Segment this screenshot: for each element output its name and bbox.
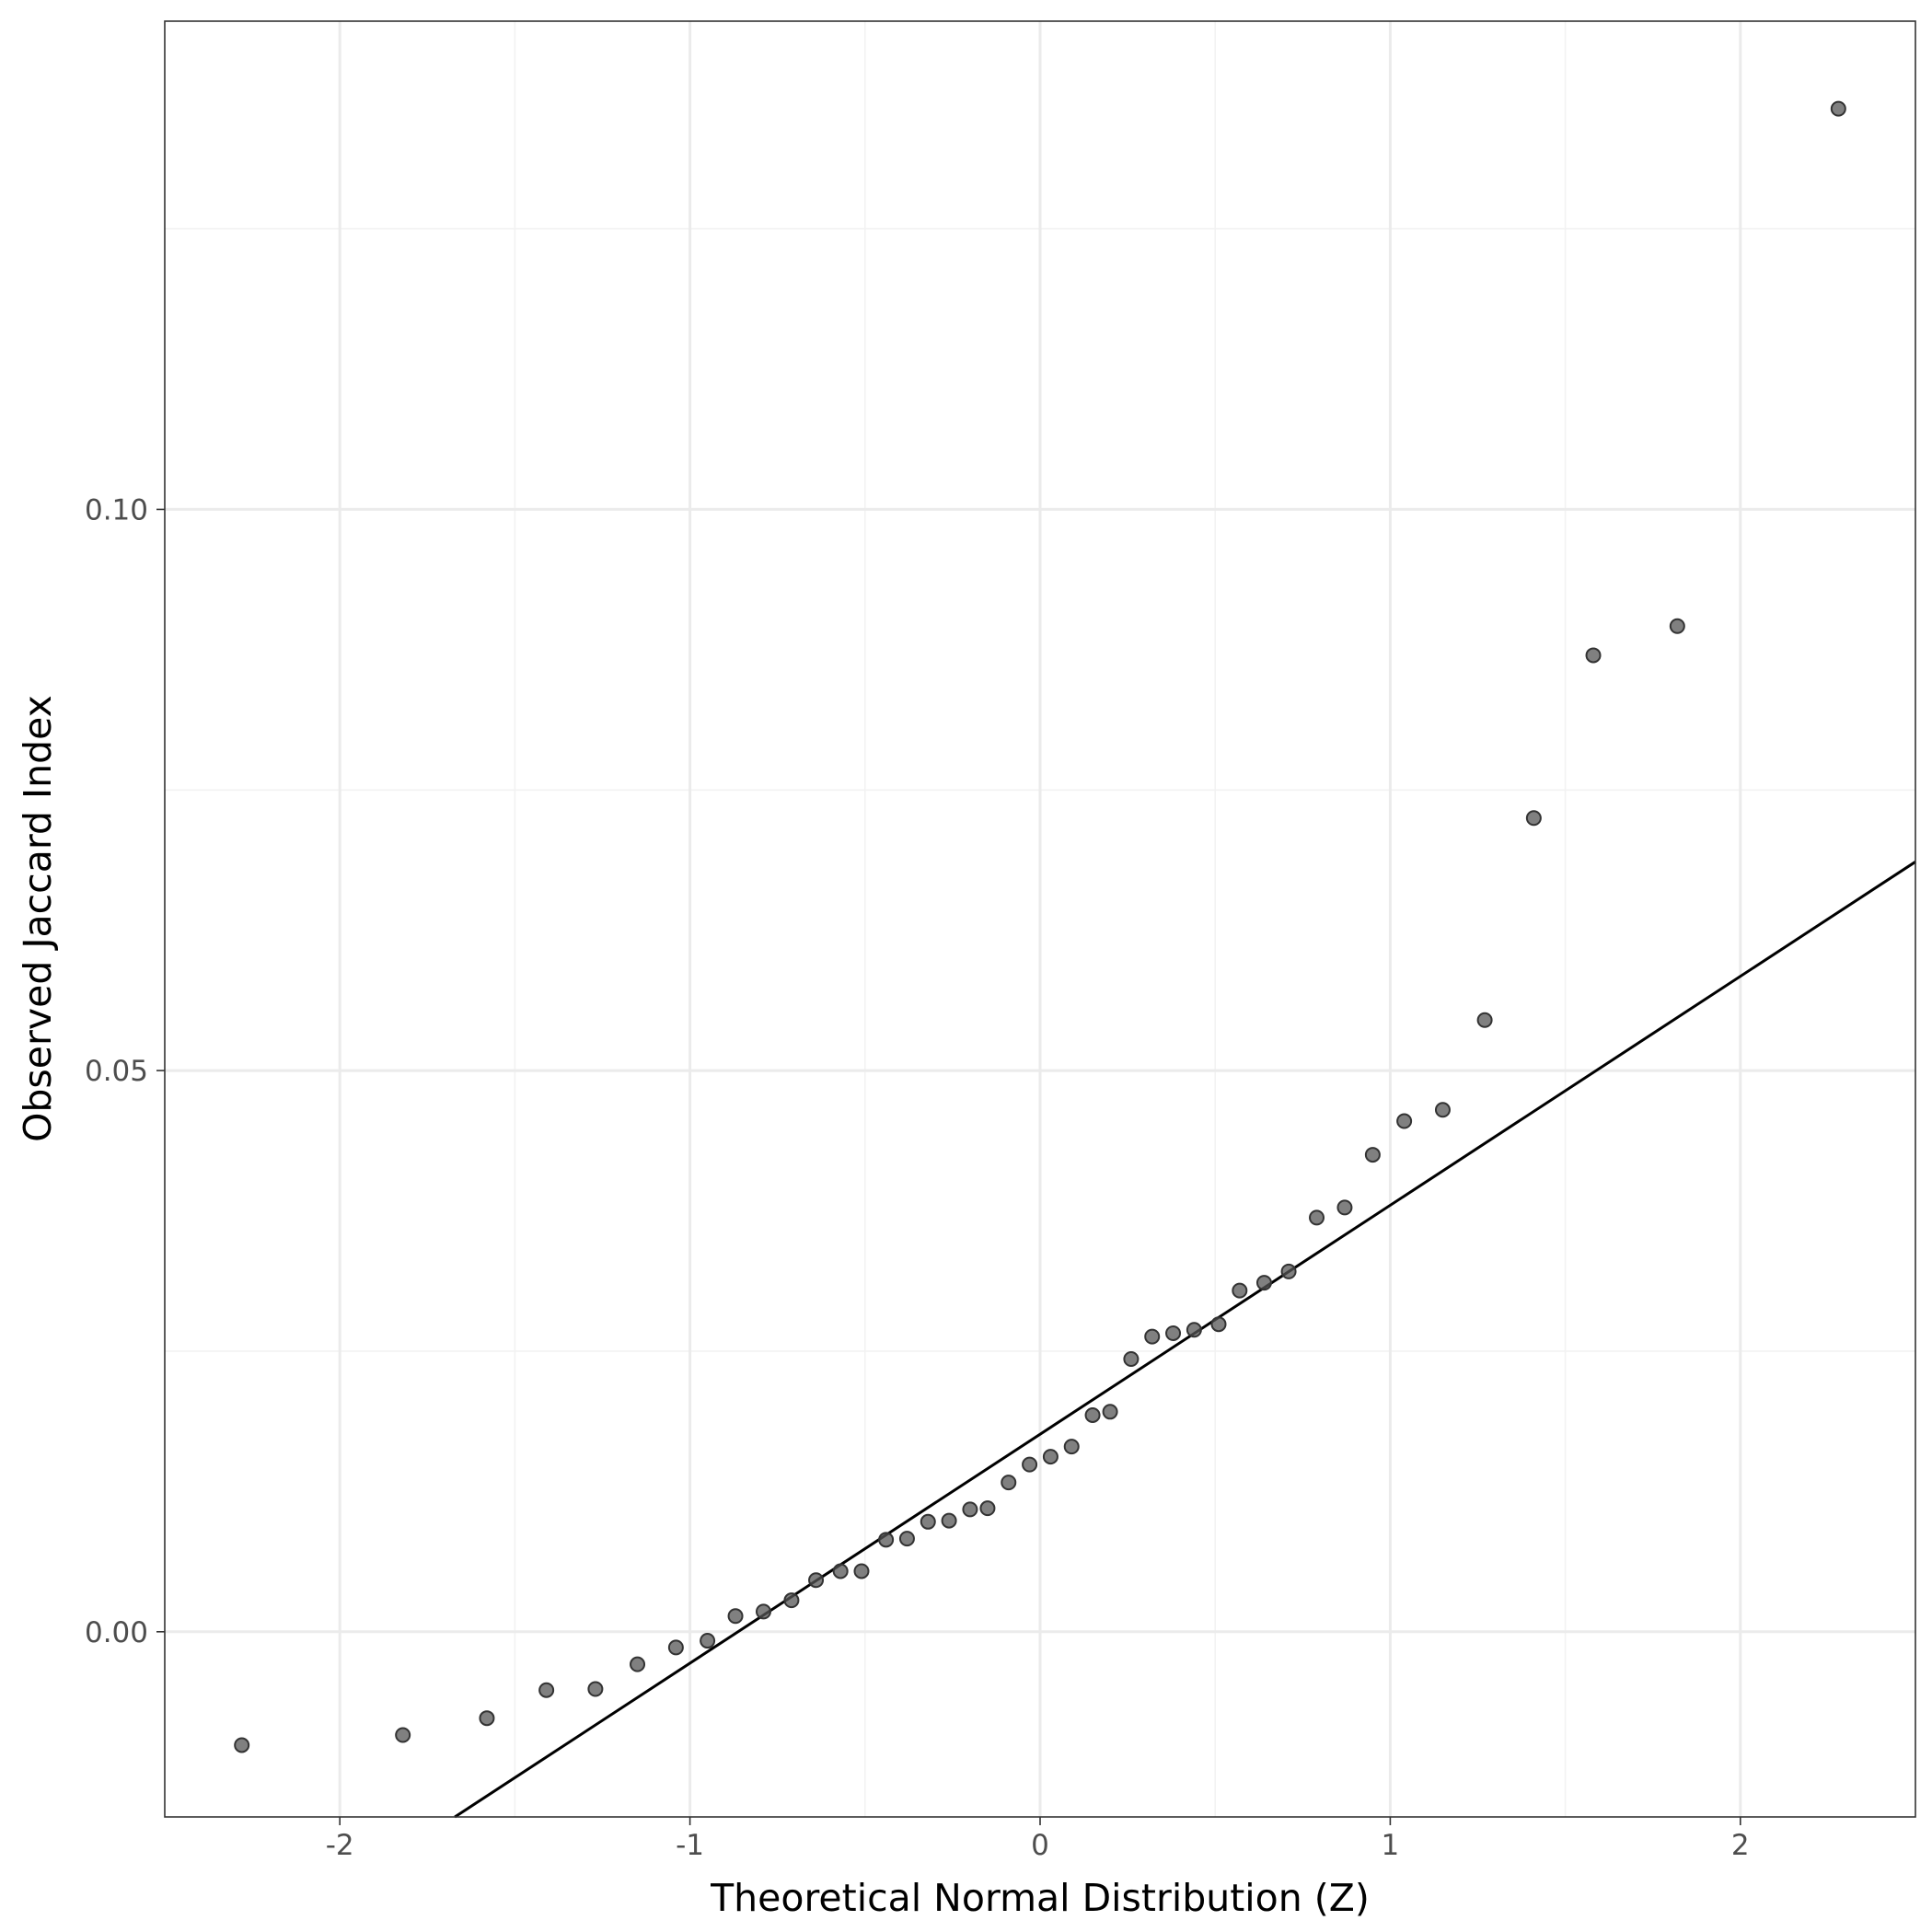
data-point: [538, 1682, 555, 1698]
data-point: [853, 1563, 870, 1579]
data-point: [1232, 1282, 1248, 1299]
y-tick-label: 0.00: [85, 1616, 148, 1649]
data-point: [941, 1512, 957, 1529]
data-point: [1434, 1102, 1451, 1118]
data-point: [1144, 1328, 1161, 1345]
data-point: [727, 1608, 744, 1625]
x-tick-label: 1: [1382, 1829, 1400, 1862]
data-point: [1255, 1275, 1272, 1291]
data-point: [395, 1727, 411, 1743]
data-point: [700, 1633, 716, 1649]
data-point: [1001, 1475, 1017, 1491]
data-point: [962, 1501, 978, 1518]
data-point: [808, 1572, 825, 1589]
data-point: [1042, 1449, 1059, 1465]
major-gridlines: [165, 21, 1915, 1817]
data-point: [1186, 1322, 1202, 1338]
data-point: [832, 1563, 849, 1579]
data-point: [1336, 1199, 1353, 1216]
data-point: [1830, 100, 1846, 117]
x-axis: -2 -1 0 1 2: [326, 1817, 1750, 1862]
data-point: [1102, 1404, 1118, 1420]
reference-line: [454, 861, 1916, 1819]
data-points: [234, 100, 1846, 1753]
data-point: [1022, 1456, 1038, 1473]
data-point: [667, 1639, 684, 1656]
data-point: [920, 1513, 936, 1530]
reference-line-group: [454, 861, 1916, 1819]
data-point: [979, 1500, 996, 1517]
data-point: [1585, 647, 1602, 664]
data-point: [878, 1532, 895, 1548]
data-point: [1063, 1439, 1080, 1455]
data-point: [1309, 1209, 1325, 1226]
y-axis-title: Observed Jaccard Index: [16, 695, 60, 1142]
data-point: [1525, 810, 1542, 827]
data-point: [898, 1531, 915, 1547]
data-point: [1210, 1316, 1227, 1333]
data-point: [1165, 1325, 1182, 1341]
data-point: [630, 1656, 646, 1672]
x-tick-label: -1: [676, 1829, 704, 1862]
data-point: [479, 1710, 495, 1727]
x-tick-label: 0: [1031, 1829, 1049, 1862]
data-point: [234, 1737, 250, 1753]
data-point: [1396, 1113, 1413, 1129]
y-tick-label: 0.05: [85, 1055, 148, 1088]
y-axis: 0.00 0.05 0.10: [85, 493, 165, 1649]
data-point: [1123, 1350, 1140, 1367]
data-point: [1669, 618, 1685, 634]
data-point: [1364, 1147, 1381, 1163]
x-tick-label: 2: [1731, 1829, 1750, 1862]
data-point: [1084, 1406, 1101, 1423]
data-point: [1476, 1012, 1493, 1028]
data-point: [783, 1592, 800, 1609]
y-tick-label: 0.10: [85, 493, 148, 526]
data-point: [1280, 1263, 1297, 1279]
x-axis-title: Theoretical Normal Distribution (Z): [710, 1876, 1370, 1920]
data-point: [755, 1603, 771, 1620]
data-point: [587, 1681, 604, 1697]
x-tick-label: -2: [326, 1829, 354, 1862]
